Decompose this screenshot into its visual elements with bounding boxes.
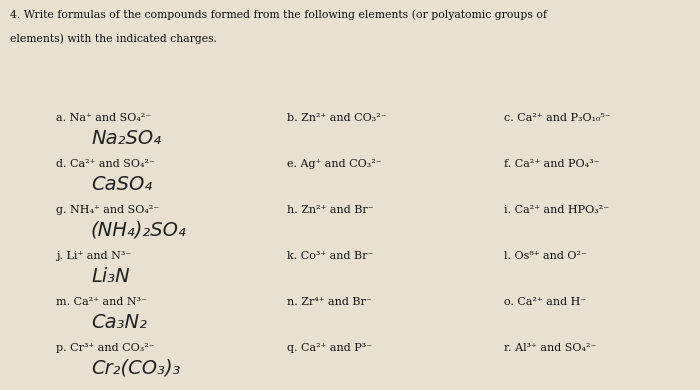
Text: k. Co³⁺ and Br⁻: k. Co³⁺ and Br⁻ <box>287 251 373 261</box>
Text: h. Zn²⁺ and Br⁻: h. Zn²⁺ and Br⁻ <box>287 205 374 215</box>
Text: q. Ca²⁺ and P³⁻: q. Ca²⁺ and P³⁻ <box>287 343 372 353</box>
Text: l. Os⁸⁺ and O²⁻: l. Os⁸⁺ and O²⁻ <box>504 251 587 261</box>
Text: Li₃N: Li₃N <box>91 267 130 286</box>
Text: CaSO₄: CaSO₄ <box>91 175 153 194</box>
Text: a. Na⁺ and SO₄²⁻: a. Na⁺ and SO₄²⁻ <box>56 113 151 123</box>
Text: m. Ca²⁺ and N³⁻: m. Ca²⁺ and N³⁻ <box>56 297 147 307</box>
Text: g. NH₄⁺ and SO₄²⁻: g. NH₄⁺ and SO₄²⁻ <box>56 205 160 215</box>
Text: 4. Write formulas of the compounds formed from the following elements (or polyat: 4. Write formulas of the compounds forme… <box>10 10 547 20</box>
Text: b. Zn²⁺ and CO₃²⁻: b. Zn²⁺ and CO₃²⁻ <box>287 113 386 123</box>
Text: d. Ca²⁺ and SO₄²⁻: d. Ca²⁺ and SO₄²⁻ <box>56 159 155 169</box>
Text: Cr₂(CO₃)₃: Cr₂(CO₃)₃ <box>91 359 181 378</box>
Text: elements) with the indicated charges.: elements) with the indicated charges. <box>10 33 218 44</box>
Text: f. Ca²⁺ and PO₄³⁻: f. Ca²⁺ and PO₄³⁻ <box>504 159 599 169</box>
Text: c. Ca²⁺ and P₃O₁₀⁵⁻: c. Ca²⁺ and P₃O₁₀⁵⁻ <box>504 113 610 123</box>
Text: e. Ag⁺ and CO₃²⁻: e. Ag⁺ and CO₃²⁻ <box>287 159 382 169</box>
Text: Na₂SO₄: Na₂SO₄ <box>91 129 161 148</box>
Text: r. Al³⁺ and SO₄²⁻: r. Al³⁺ and SO₄²⁻ <box>504 343 596 353</box>
Text: (NH₄)₂SO₄: (NH₄)₂SO₄ <box>91 221 187 240</box>
Text: p. Cr³⁺ and CO₃²⁻: p. Cr³⁺ and CO₃²⁻ <box>56 343 155 353</box>
Text: o. Ca²⁺ and H⁻: o. Ca²⁺ and H⁻ <box>504 297 587 307</box>
Text: n. Zr⁴⁺ and Br⁻: n. Zr⁴⁺ and Br⁻ <box>287 297 372 307</box>
Text: Ca₃N₂: Ca₃N₂ <box>91 313 147 332</box>
Text: i. Ca²⁺ and HPO₃²⁻: i. Ca²⁺ and HPO₃²⁻ <box>504 205 609 215</box>
Text: j. Li⁺ and N³⁻: j. Li⁺ and N³⁻ <box>56 251 132 261</box>
